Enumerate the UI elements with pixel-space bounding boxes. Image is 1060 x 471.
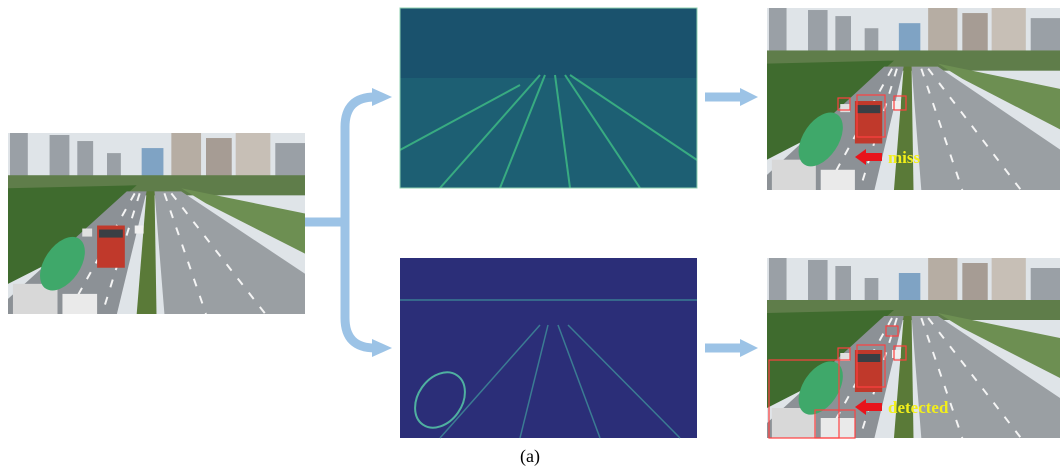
detected-label: detected bbox=[888, 398, 949, 417]
input-image bbox=[8, 133, 305, 314]
feature-map-bottom bbox=[400, 258, 697, 438]
figure: miss detected (a) bbox=[0, 0, 1060, 471]
caption: (a) bbox=[520, 446, 540, 467]
miss-label: miss bbox=[888, 148, 921, 167]
feature-map-top bbox=[400, 8, 697, 188]
